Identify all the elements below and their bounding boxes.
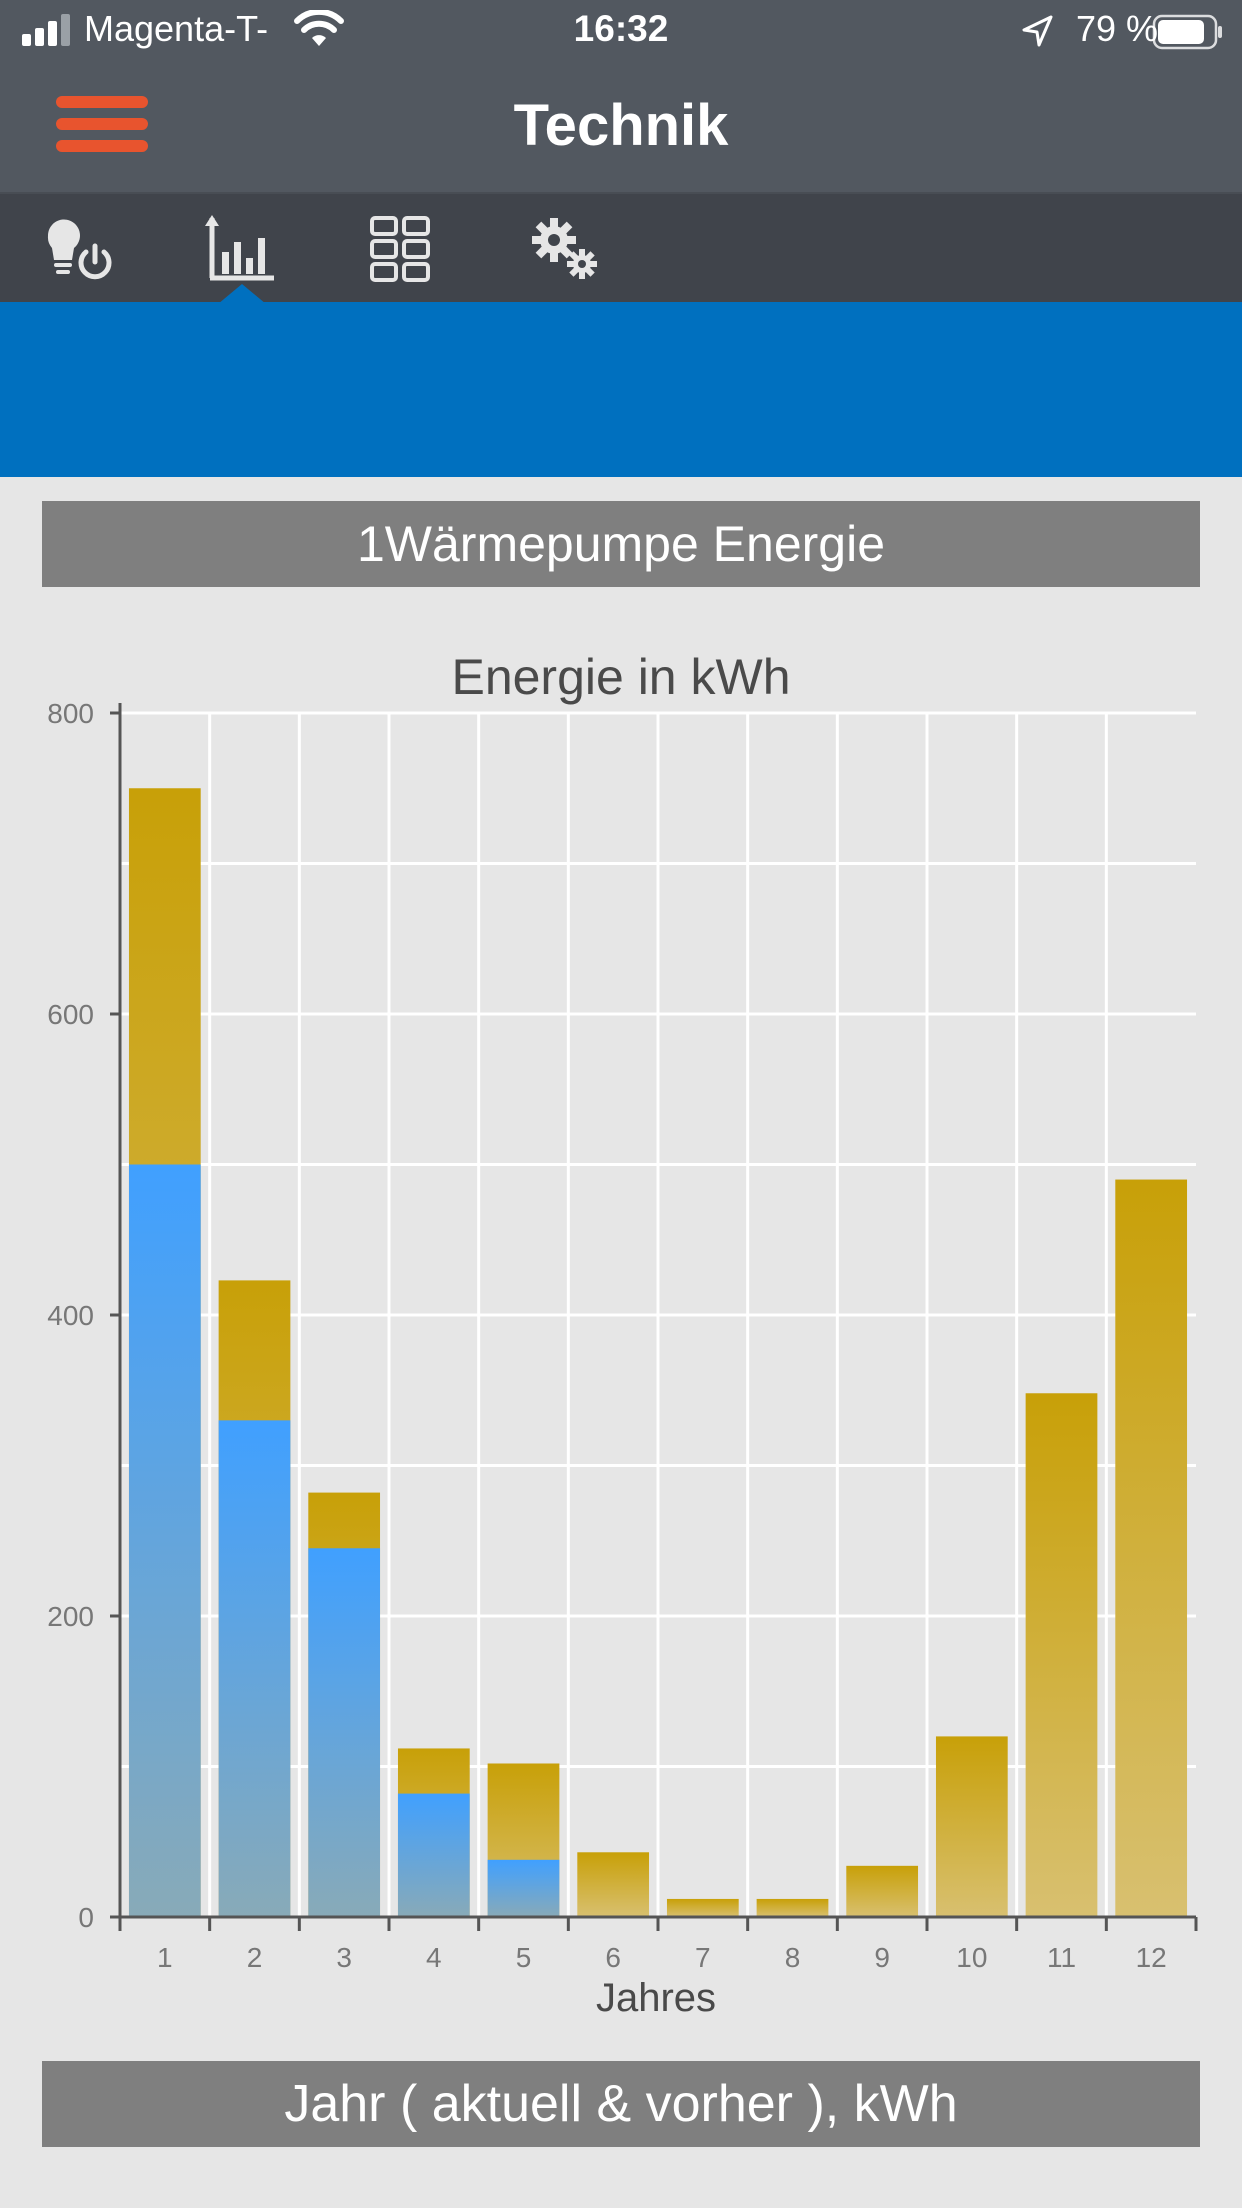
navigation-bar: Technik: [0, 62, 1242, 194]
bar-series2-4: [397, 1793, 470, 1917]
x-tick-label: 6: [605, 1942, 621, 1973]
x-tick-label: 11: [1047, 1942, 1076, 1973]
cellular-signal-icon: [22, 14, 70, 46]
bar-series2-5: [487, 1859, 560, 1917]
y-tick-label: 800: [47, 698, 94, 729]
y-tick-label: 400: [47, 1300, 94, 1331]
wifi-icon: [294, 10, 344, 46]
tab-lighting-power[interactable]: [40, 212, 120, 286]
x-tick-label: 3: [336, 1942, 352, 1973]
x-tick-label: 9: [874, 1942, 890, 1973]
carrier-name: Magenta-T-: [84, 8, 269, 49]
x-tick-label: 4: [426, 1942, 442, 1973]
bar-series1-11: [1025, 1393, 1098, 1917]
bar-series1-6: [577, 1852, 650, 1917]
y-tick-label: 600: [47, 999, 94, 1030]
bar-series1-7: [666, 1898, 739, 1917]
bulb-power-icon: [47, 219, 112, 280]
bar-chart-icon: [205, 215, 274, 281]
x-tick-label: 2: [247, 1942, 263, 1973]
bar-series2-1: [128, 1164, 201, 1917]
tab-statistics[interactable]: [202, 212, 282, 286]
y-tick-label: 200: [47, 1601, 94, 1632]
chart-footer-label: Jahr ( aktuell & vorher ), kWh: [42, 2061, 1200, 2147]
x-tick-label: 1: [157, 1942, 173, 1973]
y-tick-label: 0: [78, 1902, 94, 1933]
bar-series1-10: [935, 1736, 1008, 1917]
widget-title: 1Wärmepumpe Energie: [42, 501, 1200, 587]
x-tick-label: 5: [516, 1942, 532, 1973]
bar-series2-3: [308, 1548, 381, 1917]
x-axis-label: Jahres: [596, 1976, 716, 2020]
chart-title: Energie in kWh: [451, 649, 790, 705]
grid-icon: [370, 216, 430, 282]
gears-icon: [532, 218, 597, 279]
active-tab-indicator: [218, 284, 266, 304]
bar-series2-2: [218, 1420, 291, 1917]
x-tick-label: 8: [785, 1942, 801, 1973]
x-tick-label: 7: [695, 1942, 711, 1973]
bar-series1-12: [1115, 1179, 1188, 1917]
tab-bar: [0, 194, 1242, 302]
x-tick-label: 10: [956, 1942, 987, 1973]
hamburger-menu-button[interactable]: [56, 96, 152, 156]
bar-series1-9: [846, 1865, 919, 1917]
bar-series1-8: [756, 1898, 829, 1917]
tab-overview-grid[interactable]: [362, 212, 442, 286]
battery-icon: [1152, 14, 1222, 50]
location-arrow-icon: [1022, 15, 1053, 47]
page-title: Technik: [513, 93, 729, 158]
x-tick-label: 12: [1136, 1942, 1167, 1973]
battery-percent: 79 %: [1076, 8, 1159, 49]
tab-settings[interactable]: [526, 212, 606, 286]
accent-banner: [0, 302, 1242, 477]
status-bar: Magenta-T- 16:32 79 %: [0, 0, 1242, 62]
